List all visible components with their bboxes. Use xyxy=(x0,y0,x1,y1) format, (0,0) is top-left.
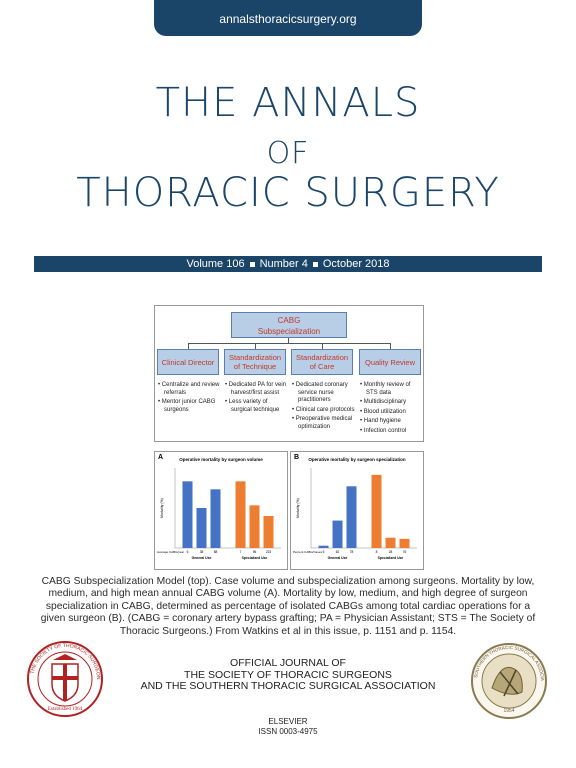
category-items-clinical-director: Centralize and review referrals Mentor j… xyxy=(157,382,221,416)
connector-line xyxy=(288,338,289,343)
chart-b-bar-1-1 xyxy=(385,537,396,548)
chart-a-bar-0-0 xyxy=(182,481,193,548)
issue-bar: Volume 106 Number 4 October 2018 xyxy=(34,256,542,272)
list-item: Clinical care protocols xyxy=(291,407,355,415)
chart-a-panel-label: A xyxy=(158,454,164,461)
chart-a-tick-label: 7 xyxy=(240,550,242,554)
journal-line-1: OFFICIAL JOURNAL OF xyxy=(230,657,346,669)
chart-a-title: Operative mortality by surgeon volume xyxy=(179,457,263,462)
list-item: Hand hygiene xyxy=(359,418,423,426)
chart-b-title: Operative mortality by surgeon specializ… xyxy=(308,457,406,462)
chart-a-tick-label: 96 xyxy=(253,550,257,554)
connector-line xyxy=(322,343,323,349)
official-journal-block: OFFICIAL JOURNAL OF THE SOCIETY OF THORA… xyxy=(0,657,576,693)
chart-b-group-label: General Use xyxy=(328,556,348,560)
chart-b-tick-label: 6 xyxy=(323,550,325,554)
issn: ISSN 0003-4975 xyxy=(258,726,318,736)
publisher-block: ELSEVIER ISSN 0003-4975 xyxy=(0,717,576,736)
issue-date: October 2018 xyxy=(322,258,390,270)
issue-number: Number 4 xyxy=(259,258,308,270)
category-quality-review: Quality Review xyxy=(359,349,421,375)
chart-b-panel-label: B xyxy=(294,454,300,461)
journal-url[interactable]: annalsthoracicsurgery.org xyxy=(219,12,357,26)
list-item: Less variety of surgical technique xyxy=(224,399,288,414)
list-item: Infection control xyxy=(359,428,423,436)
chart-a-group-label: Specialized Use xyxy=(242,556,268,560)
chart-b-ylabel: Mortality (%) xyxy=(296,498,300,518)
category-items-quality: Monthly review of STS data Multidiscipli… xyxy=(359,382,423,437)
chart-b-bar-1-0 xyxy=(371,474,382,548)
list-item: Dedicated PA for vein harvest/first assi… xyxy=(224,382,288,397)
masthead-line-1: THE ANNALS xyxy=(155,80,421,126)
chart-a-row-label: Average CABG/year xyxy=(157,550,184,554)
chart-b-tick-label: 28 xyxy=(389,550,393,554)
chart-a-bar-1-1 xyxy=(249,505,260,548)
diagram-root-line-2: Subspecialization xyxy=(257,327,321,336)
chart-b-bar-0-0 xyxy=(318,545,329,548)
chart-b-bar-0-2 xyxy=(346,486,357,548)
seal-left-established: Established 1964 xyxy=(48,707,83,712)
journal-line-2: THE SOCIETY OF THORACIC SURGEONS xyxy=(184,668,392,681)
connector-line xyxy=(390,343,391,349)
chart-b-bar-1-2 xyxy=(399,538,410,548)
chart-panel-a: Mortality (%) 6 38 88 General Use 7 96 223 Speci… xyxy=(154,451,288,570)
seal-right-year: 1954 xyxy=(503,708,514,714)
chart-b-tick-label: 8 xyxy=(376,550,378,554)
list-item: Preoperative medical optimization xyxy=(291,416,355,431)
category-clinical-director: Clinical Director xyxy=(157,349,219,375)
diagram-root-line-1: CABG xyxy=(277,316,301,325)
journal-line-3: AND THE SOUTHERN THORACIC SURGICAL ASSOC… xyxy=(140,680,436,692)
cover-caption: CABG Subspecialization Model (top). Case… xyxy=(40,576,536,637)
masthead-line-3: THORACIC SURGERY xyxy=(76,170,500,216)
chart-a-tick-label: 88 xyxy=(214,550,218,554)
society-seal-left: THE SOCIETY OF THORACIC SURGEONS Establi… xyxy=(26,640,103,717)
chart-panel-b: Mortality (%) 6 62 78 General Use 8 28 76 Specia… xyxy=(290,451,424,570)
chart-b-group-label: Specialized Use xyxy=(378,556,404,560)
journal-url-tab[interactable]: annalsthoracicsurgery.org xyxy=(154,0,422,36)
list-item: Mentor junior CABG surgeons xyxy=(157,399,221,414)
diagram-root-box: CABG Subspecialization xyxy=(231,312,347,338)
chart-a-tick-label: 38 xyxy=(200,550,204,554)
category-items-technique: Dedicated PA for vein harvest/first assi… xyxy=(224,382,288,416)
list-item: Dedicated coronary service nurse practit… xyxy=(291,382,355,405)
square-bullet-icon xyxy=(249,261,255,267)
chart-a-bar-1-2 xyxy=(263,516,274,548)
connector-line xyxy=(255,343,256,349)
chart-a-tick-label: 223 xyxy=(266,550,272,554)
connector-line xyxy=(188,343,189,349)
category-standardization-care: Standardization of Care xyxy=(291,349,353,375)
square-bullet-icon xyxy=(312,261,318,267)
chart-b-tick-label: 76 xyxy=(403,550,407,554)
chart-a-ylabel: Mortality (%) xyxy=(160,498,164,518)
chart-b-row-label: Percent CABG/Cases xyxy=(293,550,323,554)
chart-b-tick-label: 62 xyxy=(336,550,340,554)
chart-a-bar-0-1 xyxy=(196,508,207,548)
publisher-name: ELSEVIER xyxy=(268,717,308,726)
chart-b-bar-0-1 xyxy=(332,520,343,548)
subspecialization-diagram: CABG Subspecialization Clinical Director… xyxy=(154,305,424,442)
chart-a-bar-0-2 xyxy=(210,489,221,548)
chart-b-tick-label: 78 xyxy=(350,550,354,554)
list-item: Multidisciplinary xyxy=(359,399,423,407)
list-item: Monthly review of STS data xyxy=(359,382,423,397)
chart-a-tick-label: 6 xyxy=(187,550,189,554)
masthead-line-2: OF xyxy=(266,136,310,171)
issue-volume: Volume 106 xyxy=(186,258,245,270)
association-seal-right: SOUTHERN THORACIC SURGICAL ASSOCIATION 1… xyxy=(470,642,547,719)
chart-a-bar-1-0 xyxy=(235,481,246,548)
list-item: Blood utilization xyxy=(359,409,423,417)
category-standardization-technique: Standardization of Technique xyxy=(224,349,286,375)
connector-line xyxy=(188,343,390,344)
chart-a-group-label: General Use xyxy=(192,556,212,560)
list-item: Centralize and review referrals xyxy=(157,382,221,397)
category-items-care: Dedicated coronary service nurse practit… xyxy=(291,382,355,433)
